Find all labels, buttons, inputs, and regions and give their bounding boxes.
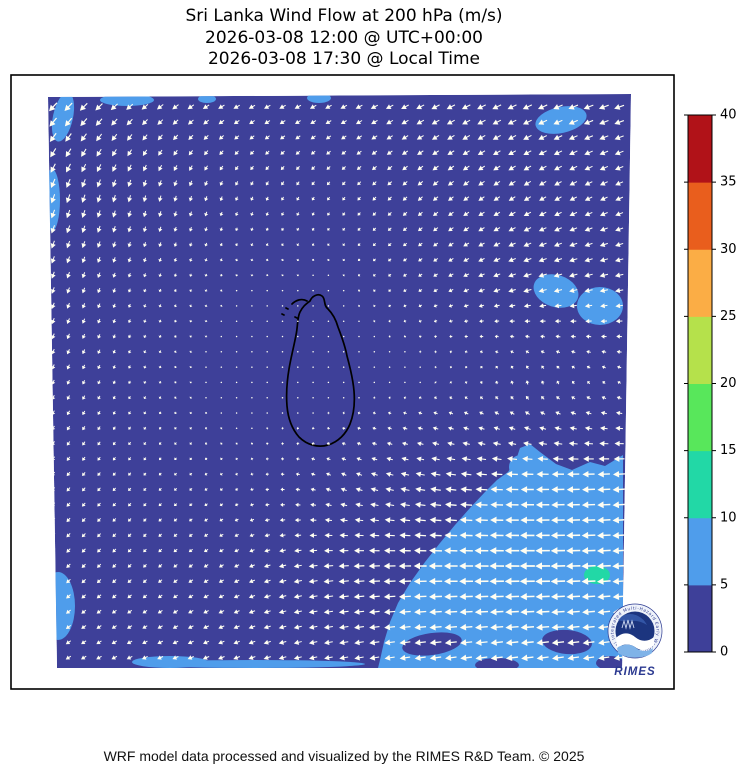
colorbar-segment <box>688 115 712 183</box>
wind-arrows-layer <box>49 102 626 662</box>
colorbar-segment <box>688 517 712 586</box>
speed-patch-bin-0 <box>542 629 592 655</box>
speed-patch-bin-0 <box>475 658 519 668</box>
colorbar-segment <box>688 383 712 452</box>
colorbar-tick-label: 10 <box>720 510 737 525</box>
colorbar-segment <box>688 249 712 317</box>
chart-title-block: Sri Lanka Wind Flow at 200 hPa (m/s) 202… <box>0 6 688 71</box>
colorbar-tick-label: 15 <box>720 443 737 458</box>
colorbar-segment <box>688 316 712 384</box>
colorbar-tick-label: 0 <box>720 645 728 660</box>
speed-patch-bin-1 <box>145 660 365 668</box>
speed-patch-bin-1 <box>51 94 75 142</box>
coastline-sri-lanka <box>281 293 356 447</box>
colorbar-tick-label: 5 <box>720 577 728 592</box>
chart-title: Sri Lanka Wind Flow at 200 hPa (m/s) <box>185 6 503 26</box>
chart-subtitle-local-time: 2026-03-08 17:30 @ Local Time <box>207 49 481 69</box>
colorbar-segment <box>688 584 712 653</box>
colorbar-segment <box>688 450 712 519</box>
colorbar: 0 5 10 15 20 25 30 35 40 <box>684 108 737 660</box>
speed-patch-bin-1 <box>535 106 587 134</box>
colorbar-tick-label: 40 <box>720 108 737 123</box>
colorbar-tick-label: 25 <box>720 309 737 324</box>
chart-subtitle-utc-time: 2026-03-08 12:00 @ UTC+00:00 <box>205 27 483 48</box>
rimes-wordmark: RIMES <box>614 666 655 678</box>
speed-patch-bin-1 <box>577 287 623 325</box>
credit-footer: WRF model data processed and visualized … <box>103 748 585 764</box>
speed-patch-bin-1 <box>198 95 216 103</box>
colorbar-tick-label: 20 <box>720 376 737 391</box>
colorbar-segment <box>688 182 712 250</box>
colorbar-tick-label: 30 <box>720 242 737 257</box>
speed-patch-bin-2 <box>584 566 610 584</box>
speed-patch-bin-1 <box>100 94 154 106</box>
map-data-region <box>48 94 631 668</box>
colorbar-tick-label: 35 <box>720 175 737 190</box>
